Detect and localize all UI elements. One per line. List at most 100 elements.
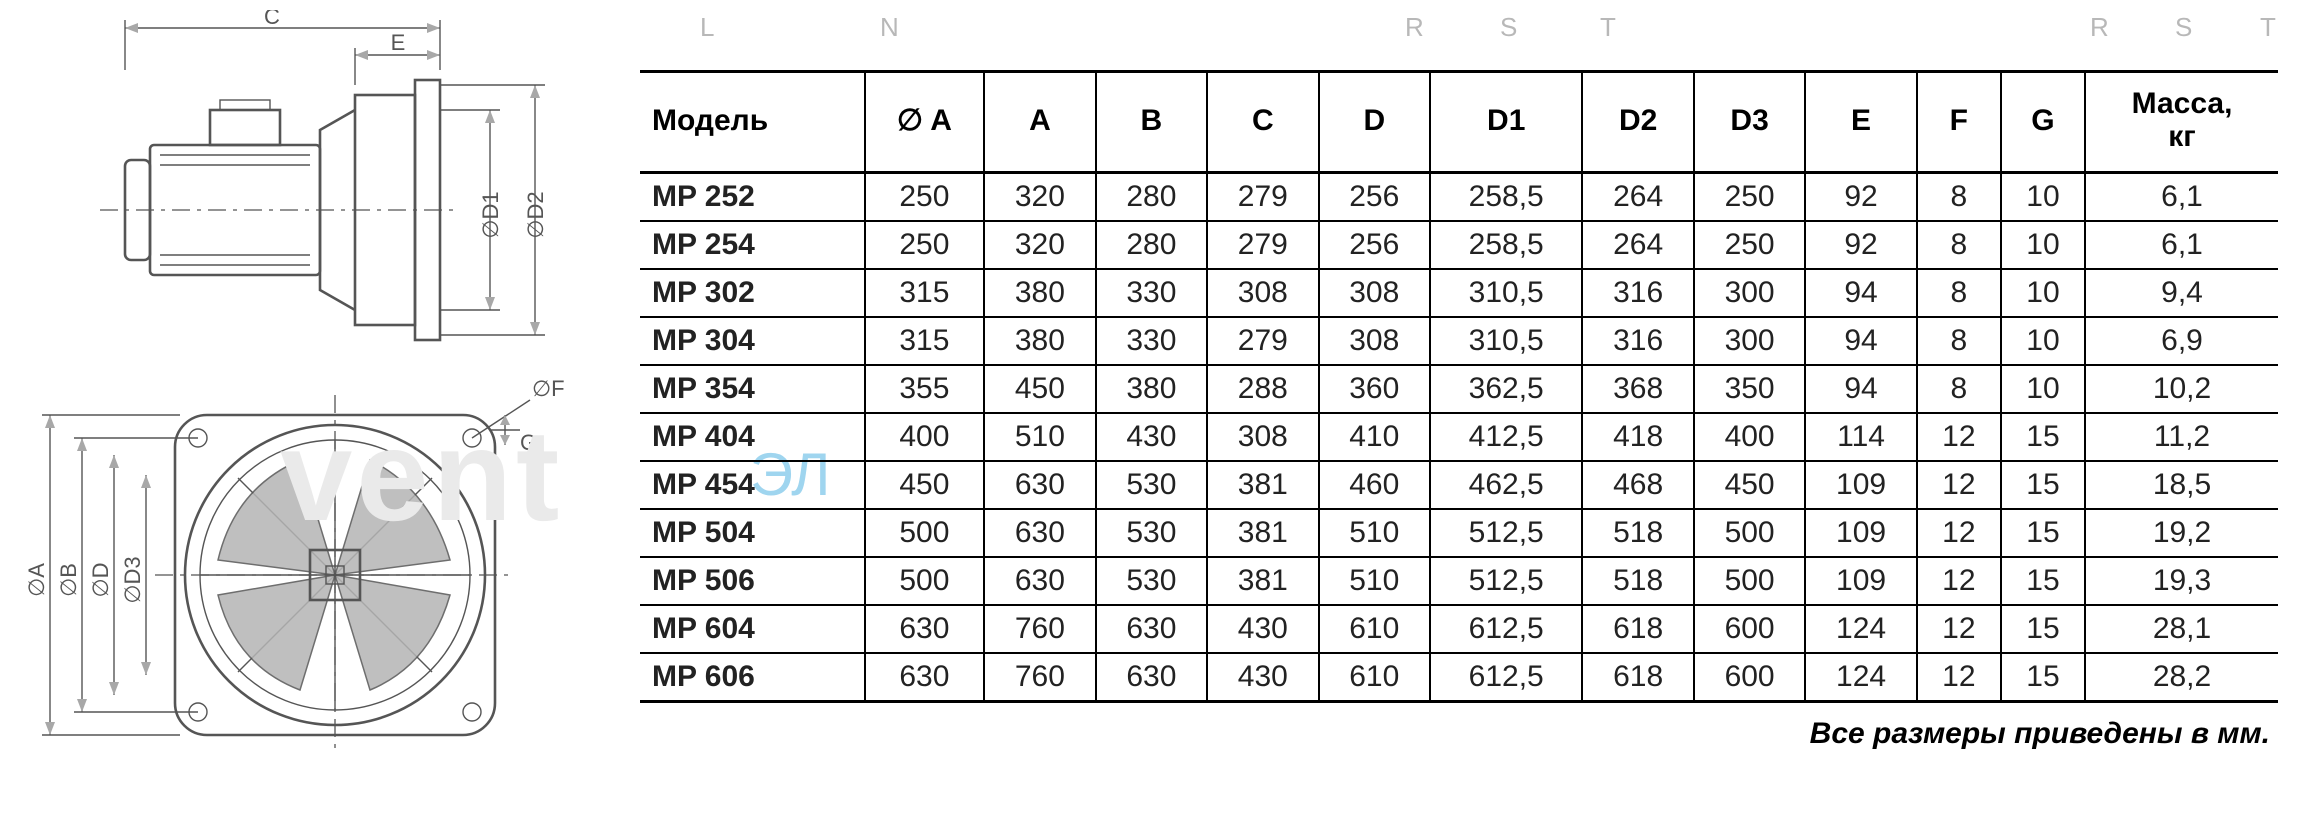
value-cell: 400 bbox=[865, 413, 985, 461]
value-cell: 500 bbox=[865, 557, 985, 605]
value-cell: 630 bbox=[865, 605, 985, 653]
value-cell: 250 bbox=[865, 173, 985, 222]
value-cell: 12 bbox=[1917, 653, 2001, 702]
value-cell: 109 bbox=[1805, 557, 1916, 605]
value-cell: 279 bbox=[1207, 317, 1318, 365]
value-cell: 500 bbox=[865, 509, 985, 557]
model-cell: MP 354 bbox=[640, 365, 865, 413]
value-cell: 510 bbox=[1319, 557, 1430, 605]
col-header: D1 bbox=[1430, 72, 1582, 173]
col-header: D3 bbox=[1694, 72, 1805, 173]
value-cell: 28,2 bbox=[2085, 653, 2278, 702]
model-cell: MP 604 bbox=[640, 605, 865, 653]
col-header: D2 bbox=[1582, 72, 1693, 173]
value-cell: 8 bbox=[1917, 317, 2001, 365]
value-cell: 250 bbox=[1694, 221, 1805, 269]
value-cell: 6,9 bbox=[2085, 317, 2278, 365]
value-cell: 630 bbox=[1096, 605, 1207, 653]
value-cell: 11,2 bbox=[2085, 413, 2278, 461]
diagram-side-view: C E bbox=[20, 10, 580, 360]
value-cell: 310,5 bbox=[1430, 269, 1582, 317]
value-cell: 264 bbox=[1582, 221, 1693, 269]
value-cell: 19,2 bbox=[2085, 509, 2278, 557]
value-cell: 19,3 bbox=[2085, 557, 2278, 605]
value-cell: 518 bbox=[1582, 509, 1693, 557]
value-cell: 418 bbox=[1582, 413, 1693, 461]
value-cell: 18,5 bbox=[2085, 461, 2278, 509]
value-cell: 109 bbox=[1805, 461, 1916, 509]
value-cell: 15 bbox=[2001, 413, 2085, 461]
value-cell: 612,5 bbox=[1430, 605, 1582, 653]
value-cell: 288 bbox=[1207, 365, 1318, 413]
col-header: G bbox=[2001, 72, 2085, 173]
value-cell: 92 bbox=[1805, 221, 1916, 269]
model-cell: MP 254 bbox=[640, 221, 865, 269]
value-cell: 300 bbox=[1694, 317, 1805, 365]
value-cell: 12 bbox=[1917, 557, 2001, 605]
value-cell: 362,5 bbox=[1430, 365, 1582, 413]
value-cell: 630 bbox=[865, 653, 985, 702]
dim-d2-label: ∅D2 bbox=[523, 191, 548, 238]
value-cell: 12 bbox=[1917, 605, 2001, 653]
value-cell: 94 bbox=[1805, 317, 1916, 365]
col-header: ∅ A bbox=[865, 72, 985, 173]
model-cell: MP 606 bbox=[640, 653, 865, 702]
dim-f-label: ∅F bbox=[532, 376, 565, 401]
value-cell: 320 bbox=[984, 173, 1095, 222]
value-cell: 450 bbox=[865, 461, 985, 509]
dim-b-label: ∅B bbox=[56, 563, 81, 597]
value-cell: 10 bbox=[2001, 221, 2085, 269]
value-cell: 368 bbox=[1582, 365, 1693, 413]
value-cell: 256 bbox=[1319, 173, 1430, 222]
value-cell: 15 bbox=[2001, 461, 2085, 509]
value-cell: 8 bbox=[1917, 221, 2001, 269]
col-header: D bbox=[1319, 72, 1430, 173]
value-cell: 500 bbox=[1694, 557, 1805, 605]
value-cell: 630 bbox=[1096, 653, 1207, 702]
value-cell: 279 bbox=[1207, 221, 1318, 269]
value-cell: 618 bbox=[1582, 653, 1693, 702]
value-cell: 381 bbox=[1207, 509, 1318, 557]
value-cell: 315 bbox=[865, 269, 985, 317]
table-row: MP 606630760630430610612,561860012412152… bbox=[640, 653, 2278, 702]
value-cell: 6,1 bbox=[2085, 173, 2278, 222]
value-cell: 330 bbox=[1096, 317, 1207, 365]
value-cell: 28,1 bbox=[2085, 605, 2278, 653]
value-cell: 380 bbox=[1096, 365, 1207, 413]
value-cell: 15 bbox=[2001, 605, 2085, 653]
diagrams-panel: C E bbox=[0, 0, 630, 819]
model-cell: MP 504 bbox=[640, 509, 865, 557]
value-cell: 630 bbox=[984, 557, 1095, 605]
table-row: MP 604630760630430610612,561860012412152… bbox=[640, 605, 2278, 653]
value-cell: 308 bbox=[1319, 269, 1430, 317]
value-cell: 468 bbox=[1582, 461, 1693, 509]
table-row: MP 504500630530381510512,551850010912151… bbox=[640, 509, 2278, 557]
value-cell: 10 bbox=[2001, 173, 2085, 222]
value-cell: 330 bbox=[1096, 269, 1207, 317]
value-cell: 618 bbox=[1582, 605, 1693, 653]
value-cell: 124 bbox=[1805, 653, 1916, 702]
value-cell: 10 bbox=[2001, 269, 2085, 317]
value-cell: 612,5 bbox=[1430, 653, 1582, 702]
col-header: C bbox=[1207, 72, 1318, 173]
table-row: MP 302315380330308308310,5316300948109,4 bbox=[640, 269, 2278, 317]
value-cell: 630 bbox=[984, 461, 1095, 509]
value-cell: 400 bbox=[1694, 413, 1805, 461]
table-row: MP 454450630530381460462,546845010912151… bbox=[640, 461, 2278, 509]
value-cell: 316 bbox=[1582, 269, 1693, 317]
dim-d3-label: ∅D3 bbox=[120, 556, 145, 603]
value-cell: 381 bbox=[1207, 461, 1318, 509]
value-cell: 760 bbox=[984, 653, 1095, 702]
value-cell: 12 bbox=[1917, 461, 2001, 509]
dim-a-label: ∅A bbox=[24, 563, 49, 597]
value-cell: 430 bbox=[1096, 413, 1207, 461]
value-cell: 8 bbox=[1917, 269, 2001, 317]
table-row: MP 506500630530381510512,551850010912151… bbox=[640, 557, 2278, 605]
dim-e-label: E bbox=[391, 30, 406, 55]
value-cell: 114 bbox=[1805, 413, 1916, 461]
value-cell: 10,2 bbox=[2085, 365, 2278, 413]
footnote: Все размеры приведены в мм. bbox=[640, 717, 2278, 751]
watermark-text: vent bbox=[280, 400, 563, 550]
value-cell: 410 bbox=[1319, 413, 1430, 461]
value-cell: 462,5 bbox=[1430, 461, 1582, 509]
